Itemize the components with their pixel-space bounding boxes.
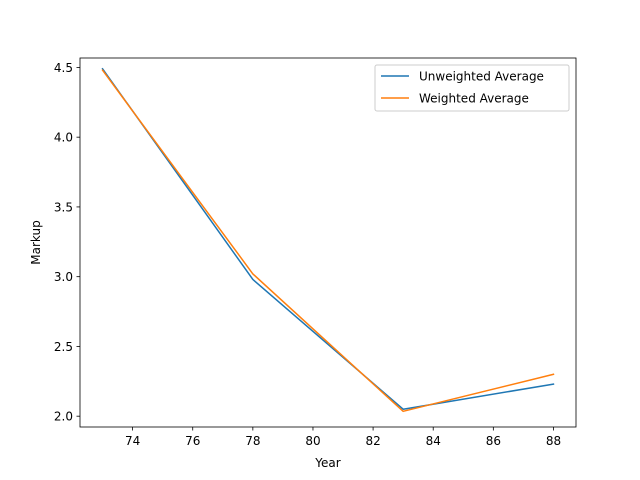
y-tick-label: 4.0	[54, 131, 73, 145]
x-tick-label: 74	[125, 434, 140, 448]
legend-label-2: Weighted Average	[419, 92, 529, 106]
y-axis-label: Markup	[29, 220, 43, 264]
series-line-2	[101, 69, 555, 413]
axes-frame	[79, 57, 577, 428]
x-tick-label: 88	[546, 434, 561, 448]
series-line-1	[101, 67, 555, 410]
y-tick-label: 4.5	[54, 61, 73, 75]
y-tick-label: 3.5	[54, 200, 73, 214]
x-tick-label: 86	[486, 434, 501, 448]
x-tick-label: 80	[305, 434, 320, 448]
y-tick-label: 3.0	[54, 270, 73, 284]
legend-label-1: Unweighted Average	[419, 70, 544, 84]
legend: Unweighted Average Weighted Average	[374, 64, 570, 112]
x-tick-label: 84	[426, 434, 441, 448]
x-tick-label: 78	[245, 434, 260, 448]
x-tick-label: 82	[365, 434, 380, 448]
axes: 74 76 78 80 82 84 86 88 2.0 2.5 3.0 3.5 4.0 4.5	[54, 57, 577, 448]
y-tick-label: 2.0	[54, 410, 73, 424]
series-layer	[101, 67, 555, 413]
x-axis-label: Year	[314, 456, 340, 470]
legend-box	[374, 64, 570, 112]
y-tick-label: 2.5	[54, 340, 73, 354]
x-tick-label: 76	[185, 434, 200, 448]
